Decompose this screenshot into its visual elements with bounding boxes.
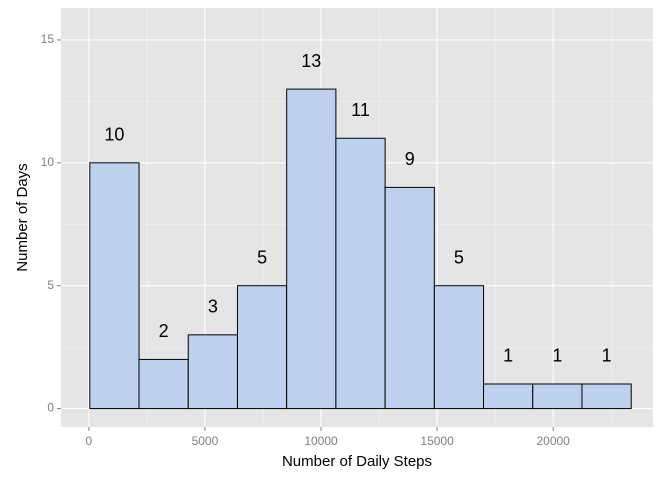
x-tick-label: 5000 [192,434,219,448]
histogram-bar [286,88,337,410]
histogram-bar [384,186,435,410]
y-axis-title: Number of Days [14,163,31,271]
bar-value-label: 3 [208,297,218,317]
bar-value-label: 1 [552,346,562,366]
histogram-bars [89,88,632,410]
histogram-bar [138,358,189,410]
histogram-bar [581,383,632,410]
bar-value-label: 2 [159,321,169,341]
histogram-bar [236,285,288,410]
bar-value-label: 1 [503,346,513,366]
x-tick-label: 0 [86,434,93,448]
histogram-bar [187,334,238,410]
x-tick-label: 15000 [420,434,454,448]
y-tick-label: 0 [47,401,54,415]
bar-value-label: 9 [405,149,415,169]
histogram-bar [335,137,386,410]
y-tick-label: 10 [41,155,55,169]
bar-value-label: 5 [454,247,464,267]
bar-value-label: 11 [351,100,370,120]
bar-value-label: 1 [602,346,612,366]
x-tick-label: 10000 [304,434,338,448]
x-axis-title: Number of Daily Steps [282,453,432,470]
bar-value-label: 13 [301,51,321,71]
y-axis-ticks: 0 5 10 15 [41,32,61,415]
x-tick-label: 20000 [536,434,570,448]
histogram-bar [532,383,583,410]
bar-value-label: 10 [104,125,124,145]
histogram-bar [483,383,534,410]
x-axis-ticks: 0 5000 10000 15000 20000 [86,427,570,448]
histogram-bar [89,162,140,410]
y-tick-label: 15 [41,32,55,46]
histogram-bar [433,285,485,410]
y-tick-label: 5 [47,278,54,292]
bar-value-label: 5 [257,247,267,267]
